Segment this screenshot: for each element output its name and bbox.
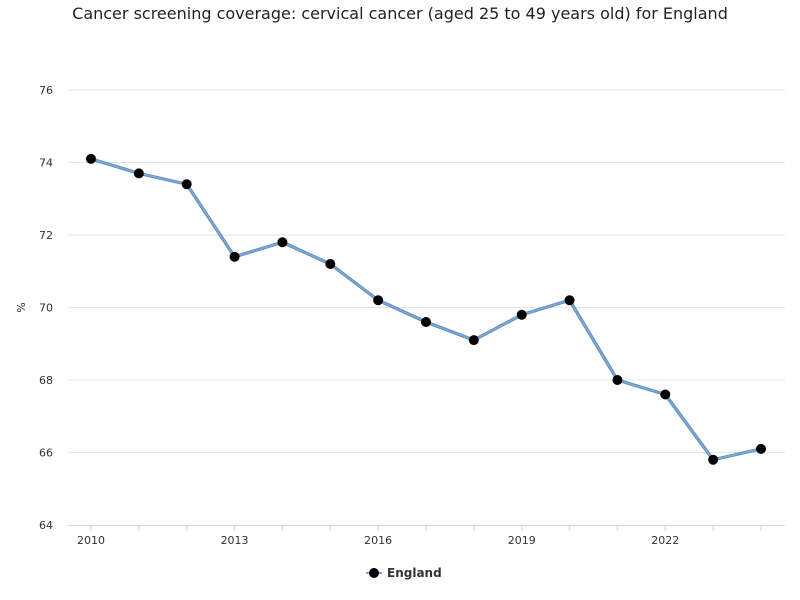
- x-tick-label: 2013: [221, 534, 249, 547]
- data-point[interactable]: [325, 259, 336, 269]
- series-england: [86, 153, 766, 465]
- data-point[interactable]: [468, 335, 479, 346]
- y-tick-label: 66: [39, 447, 53, 460]
- gridlines: [68, 89, 785, 453]
- y-tick-label: 72: [39, 229, 53, 242]
- data-point[interactable]: [277, 237, 288, 248]
- series-line: [90, 157, 762, 461]
- chart-title: Cancer screening coverage: cervical canc…: [72, 4, 728, 23]
- x-tick-label: 2022: [651, 534, 679, 547]
- y-tick-label: 68: [39, 374, 53, 387]
- data-point[interactable]: [756, 443, 766, 454]
- y-tick-label: 70: [39, 302, 53, 315]
- data-point[interactable]: [373, 295, 384, 306]
- x-tick-label: 2010: [77, 534, 105, 547]
- data-point[interactable]: [86, 153, 96, 164]
- x-tick-label: 2016: [364, 534, 392, 547]
- legend-label[interactable]: England: [387, 566, 442, 580]
- data-point[interactable]: [421, 317, 431, 327]
- data-point[interactable]: [612, 375, 623, 385]
- data-point[interactable]: [660, 389, 671, 400]
- data-point[interactable]: [564, 295, 575, 306]
- axes: 64 66 68 70 72 74 76 2010 2013 2016 2019 2022%: [15, 84, 785, 547]
- y-tick-label: 64: [39, 519, 53, 532]
- x-tick-label: 2019: [508, 534, 536, 547]
- y-axis-label: %: [15, 302, 28, 312]
- legend-marker: [369, 568, 379, 578]
- y-tick-label: 74: [39, 157, 53, 170]
- data-point[interactable]: [181, 179, 192, 190]
- series-line-shadow: [90, 157, 762, 462]
- legend[interactable]: England: [366, 566, 442, 580]
- data-point[interactable]: [229, 251, 240, 262]
- y-tick-label: 76: [39, 84, 53, 97]
- data-point[interactable]: [516, 309, 527, 320]
- data-point[interactable]: [133, 168, 144, 179]
- data-point[interactable]: [708, 454, 719, 465]
